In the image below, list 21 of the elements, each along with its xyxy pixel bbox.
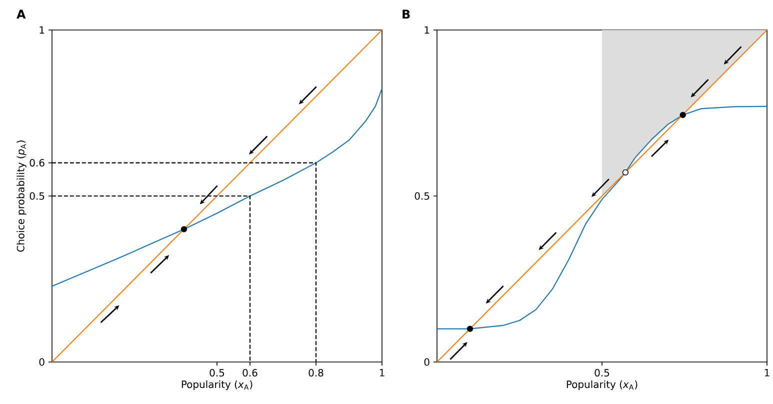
y-tick-label: 0.5 [30,192,44,200]
point [622,169,629,176]
y-tick-label: 0.5 [414,192,430,200]
chart-title: B [402,10,410,18]
y-axis-title: Choice probability (p$_{A}$) [16,140,26,252]
point [680,112,686,118]
y-tick-label: 0 [39,358,44,366]
chart-title: A [16,10,26,18]
x-tick-label: 1 [764,369,770,376]
x-tick-label: 0.8 [308,368,324,377]
x-tick-label: 0.6 [242,368,258,377]
y-tick-label: 1 [40,26,44,34]
x-tick-label: 1 [380,369,384,376]
x-axis-title: Popularity (x$_{A}$) [566,380,638,390]
y-tick-label: 0.6 [30,159,44,167]
x-axis-title: Popularity (x$_{A}$) [182,380,252,390]
point [466,326,474,332]
y-tick-label: 0 [424,358,430,366]
x-tick-label: 0.5 [594,368,610,377]
y-tick-label: 1 [424,26,430,34]
x-tick-label: 0.5 [210,368,224,377]
